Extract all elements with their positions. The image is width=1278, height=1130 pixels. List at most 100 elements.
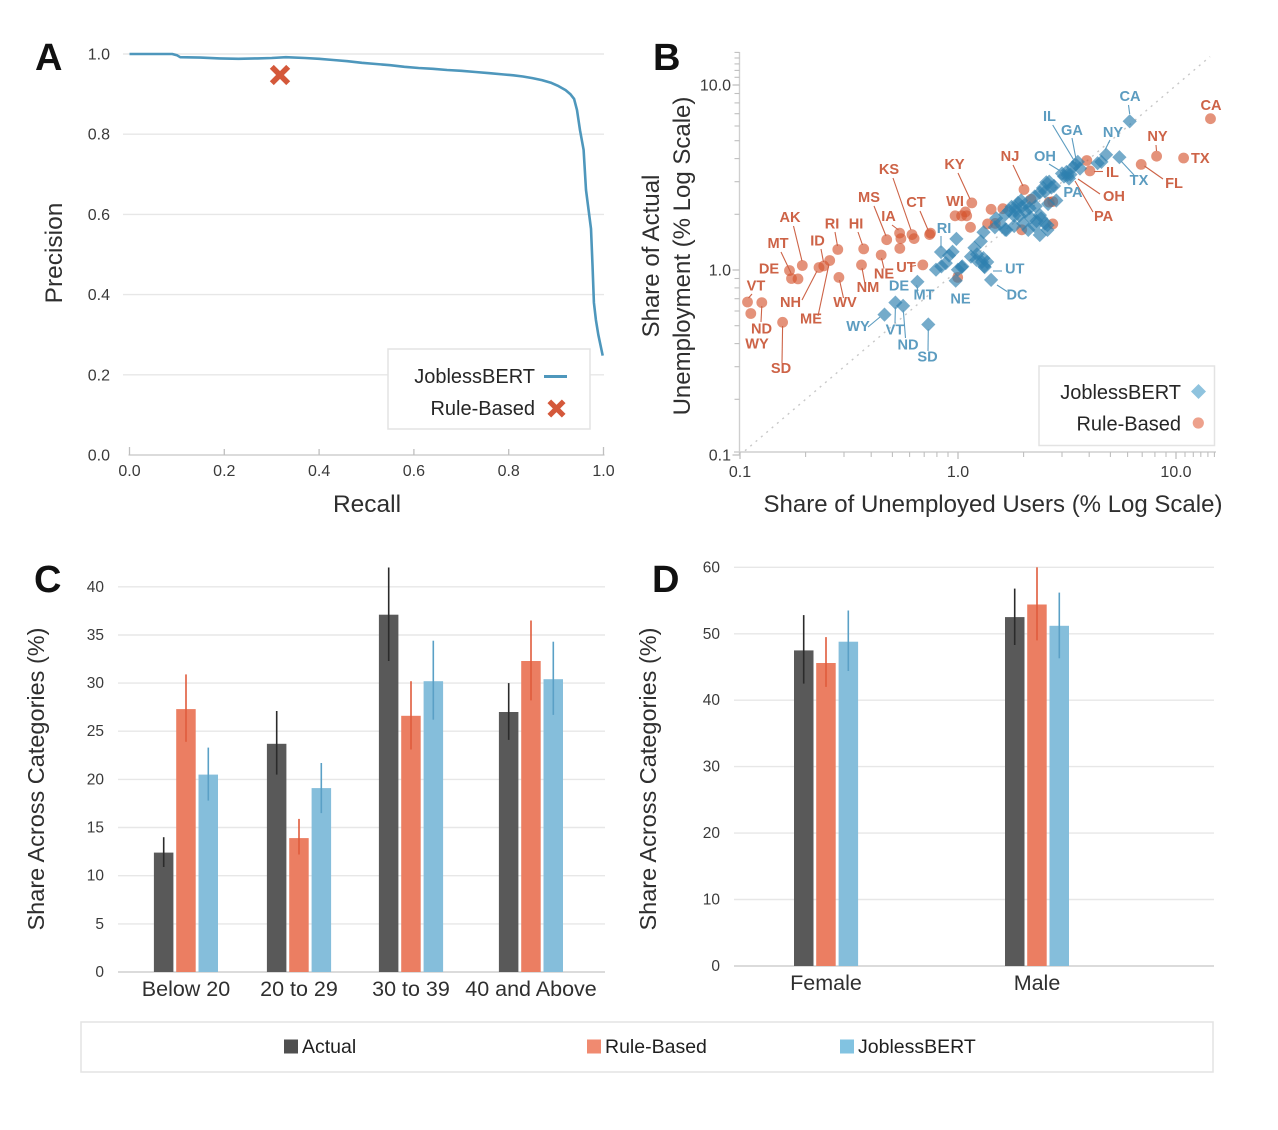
svg-text:SD: SD xyxy=(917,350,937,366)
svg-text:20 to 29: 20 to 29 xyxy=(260,977,338,1001)
svg-text:20: 20 xyxy=(87,771,105,788)
svg-text:40: 40 xyxy=(87,579,105,596)
svg-text:0.0: 0.0 xyxy=(118,463,140,480)
svg-text:B: B xyxy=(653,37,680,79)
svg-text:1.0: 1.0 xyxy=(592,463,614,480)
svg-text:1.0: 1.0 xyxy=(947,464,969,481)
svg-text:WY: WY xyxy=(846,319,870,335)
svg-text:15: 15 xyxy=(87,820,104,837)
svg-text:FL: FL xyxy=(1165,176,1183,192)
svg-text:0.8: 0.8 xyxy=(498,463,520,480)
svg-text:NY: NY xyxy=(1147,129,1168,145)
svg-text:PA: PA xyxy=(1094,209,1114,225)
svg-text:30: 30 xyxy=(703,759,721,776)
svg-text:1.0: 1.0 xyxy=(709,263,731,280)
svg-text:CT: CT xyxy=(906,195,926,211)
svg-text:0.1: 0.1 xyxy=(709,448,731,465)
svg-text:Precision: Precision xyxy=(41,203,68,304)
svg-text:0.2: 0.2 xyxy=(213,463,235,480)
svg-text:0.4: 0.4 xyxy=(308,463,330,480)
svg-text:OH: OH xyxy=(1103,189,1125,205)
svg-text:CA: CA xyxy=(1200,98,1222,114)
svg-text:VT: VT xyxy=(747,279,766,295)
svg-text:GA: GA xyxy=(1061,123,1083,139)
svg-text:Rule-Based: Rule-Based xyxy=(1076,414,1181,436)
svg-text:Unemployment (% Log Scale): Unemployment (% Log Scale) xyxy=(669,97,696,416)
svg-text:10.0: 10.0 xyxy=(1160,464,1191,481)
svg-text:35: 35 xyxy=(87,627,104,644)
svg-text:40: 40 xyxy=(703,692,721,709)
svg-text:KY: KY xyxy=(944,157,965,173)
svg-text:Recall: Recall xyxy=(333,491,401,518)
svg-text:10: 10 xyxy=(87,868,105,885)
svg-text:Male: Male xyxy=(1014,971,1061,995)
svg-text:IA: IA xyxy=(881,209,896,225)
svg-text:1.0: 1.0 xyxy=(88,47,110,64)
svg-text:RI: RI xyxy=(937,221,952,237)
svg-text:60: 60 xyxy=(703,559,721,576)
svg-text:D: D xyxy=(652,559,679,601)
svg-text:IL: IL xyxy=(1043,109,1056,125)
svg-text:IL: IL xyxy=(1106,165,1119,181)
svg-text:AK: AK xyxy=(779,210,801,226)
svg-text:PA: PA xyxy=(1063,185,1083,201)
svg-text:Rule-Based: Rule-Based xyxy=(430,398,535,420)
svg-text:OH: OH xyxy=(1034,149,1056,165)
svg-text:JoblessBERT: JoblessBERT xyxy=(858,1036,976,1058)
svg-text:Actual: Actual xyxy=(302,1036,356,1058)
svg-text:NH: NH xyxy=(780,295,801,311)
svg-text:ID: ID xyxy=(810,234,825,250)
svg-text:DC: DC xyxy=(1006,288,1028,304)
svg-text:MT: MT xyxy=(767,236,788,252)
svg-text:C: C xyxy=(34,559,61,601)
svg-text:CA: CA xyxy=(1119,89,1141,105)
svg-text:0.1: 0.1 xyxy=(729,464,751,481)
svg-text:NE: NE xyxy=(950,292,971,308)
svg-text:DE: DE xyxy=(889,279,910,295)
svg-text:50: 50 xyxy=(703,626,721,643)
svg-text:Share Across Categories (%): Share Across Categories (%) xyxy=(23,627,49,930)
svg-text:0: 0 xyxy=(711,958,720,975)
svg-text:UT: UT xyxy=(896,260,916,276)
svg-text:UT: UT xyxy=(1005,262,1025,278)
svg-text:30: 30 xyxy=(87,675,105,692)
svg-text:SD: SD xyxy=(771,361,791,377)
svg-text:ND: ND xyxy=(751,322,772,338)
svg-text:Rule-Based: Rule-Based xyxy=(605,1036,707,1058)
svg-text:TX: TX xyxy=(1130,173,1149,189)
svg-text:0.6: 0.6 xyxy=(88,207,110,224)
svg-text:Below 20: Below 20 xyxy=(142,977,230,1001)
svg-text:DE: DE xyxy=(759,262,780,278)
svg-text:NY: NY xyxy=(1103,125,1124,141)
svg-text:KS: KS xyxy=(879,162,900,178)
svg-text:TX: TX xyxy=(1191,151,1210,167)
svg-text:25: 25 xyxy=(87,723,104,740)
svg-text:20: 20 xyxy=(703,825,721,842)
svg-text:0: 0 xyxy=(95,964,104,981)
svg-text:JoblessBERT: JoblessBERT xyxy=(414,366,535,388)
svg-text:NJ: NJ xyxy=(1001,149,1020,165)
svg-text:0.0: 0.0 xyxy=(88,448,110,465)
svg-text:RI: RI xyxy=(825,217,840,233)
svg-text:0.2: 0.2 xyxy=(88,367,110,384)
svg-text:Share Across Categories (%): Share Across Categories (%) xyxy=(635,627,661,930)
svg-text:WY: WY xyxy=(745,337,769,353)
svg-text:10.0: 10.0 xyxy=(700,78,731,95)
svg-text:0.8: 0.8 xyxy=(88,127,110,144)
svg-text:10: 10 xyxy=(703,892,721,909)
svg-text:A: A xyxy=(35,37,62,79)
svg-text:HI: HI xyxy=(849,217,864,233)
svg-text:Share of Unemployed Users (% L: Share of Unemployed Users (% Log Scale) xyxy=(764,491,1223,518)
svg-text:JoblessBERT: JoblessBERT xyxy=(1060,382,1181,404)
svg-text:5: 5 xyxy=(95,916,104,933)
svg-text:MS: MS xyxy=(858,190,880,206)
svg-text:0.4: 0.4 xyxy=(88,287,110,304)
svg-text:WV: WV xyxy=(833,295,857,311)
svg-text:MT: MT xyxy=(913,288,934,304)
svg-text:40 and Above: 40 and Above xyxy=(465,977,597,1001)
svg-text:30 to 39: 30 to 39 xyxy=(372,977,450,1001)
svg-text:Share of Actual: Share of Actual xyxy=(638,175,665,338)
svg-text:Female: Female xyxy=(790,971,862,995)
svg-text:0.6: 0.6 xyxy=(403,463,425,480)
svg-text:ND: ND xyxy=(897,338,918,354)
